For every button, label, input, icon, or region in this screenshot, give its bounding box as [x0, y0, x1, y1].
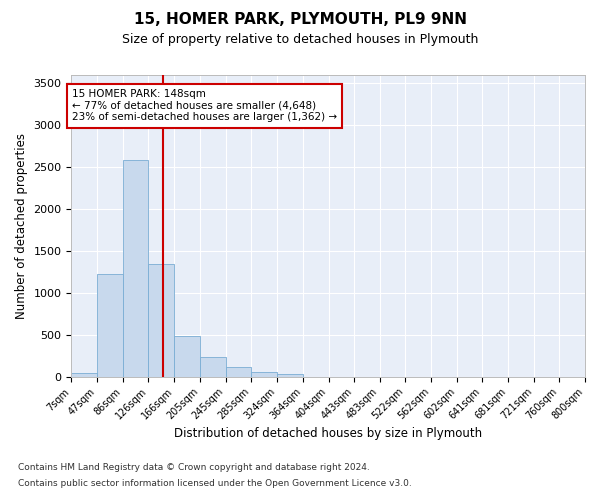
- Text: 15, HOMER PARK, PLYMOUTH, PL9 9NN: 15, HOMER PARK, PLYMOUTH, PL9 9NN: [133, 12, 467, 28]
- Bar: [97, 274, 122, 376]
- X-axis label: Distribution of detached houses by size in Plymouth: Distribution of detached houses by size …: [174, 427, 482, 440]
- Bar: [148, 264, 175, 376]
- Bar: [251, 372, 277, 376]
- Bar: [71, 372, 97, 376]
- Bar: [175, 336, 200, 376]
- Text: 15 HOMER PARK: 148sqm
← 77% of detached houses are smaller (4,648)
23% of semi-d: 15 HOMER PARK: 148sqm ← 77% of detached …: [72, 89, 337, 122]
- Bar: [277, 374, 302, 376]
- Bar: [200, 358, 226, 376]
- Text: Contains HM Land Registry data © Crown copyright and database right 2024.: Contains HM Land Registry data © Crown c…: [18, 464, 370, 472]
- Y-axis label: Number of detached properties: Number of detached properties: [15, 133, 28, 319]
- Text: Size of property relative to detached houses in Plymouth: Size of property relative to detached ho…: [122, 32, 478, 46]
- Text: Contains public sector information licensed under the Open Government Licence v3: Contains public sector information licen…: [18, 478, 412, 488]
- Bar: [122, 160, 148, 376]
- Bar: [226, 367, 251, 376]
